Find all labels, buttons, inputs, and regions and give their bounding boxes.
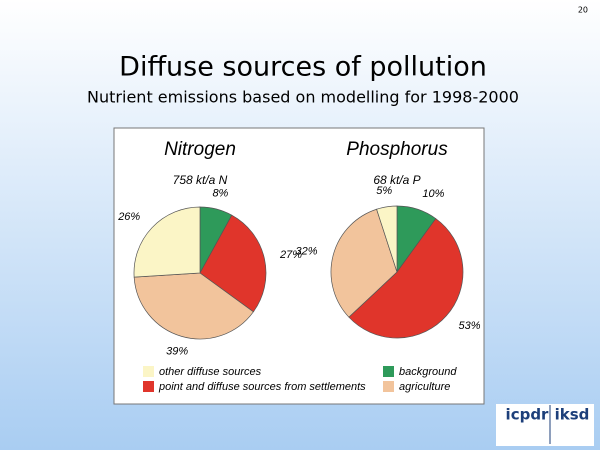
data-label: 53%: [459, 320, 481, 332]
legend-swatch: [143, 381, 154, 392]
logo-text: icpdr: [506, 406, 550, 424]
data-label: 26%: [117, 211, 140, 223]
pie-slice: [199, 214, 267, 313]
pie-slice: [376, 205, 398, 273]
data-label: 32%: [296, 246, 318, 258]
data-label: 27%: [279, 249, 302, 261]
legend-label: background: [399, 366, 457, 378]
data-label: 39%: [166, 346, 188, 358]
logo-box: [496, 404, 594, 446]
legend-swatch: [383, 381, 394, 392]
data-label: 10%: [422, 188, 444, 200]
chart-subtitle: 68 kt/a P: [373, 173, 420, 187]
slide-subtitle: Nutrient emissions based on modelling fo…: [87, 88, 519, 107]
data-label: 8%: [212, 187, 228, 199]
charts: Nitrogen 758 kt/a N8% 27% 39% 26% Phosphorus 6…: [117, 139, 481, 393]
legend-swatch: [383, 366, 394, 377]
pie-slice: [133, 272, 254, 340]
pie-slice: [348, 218, 464, 339]
legend-label: other diffuse sources: [159, 366, 262, 378]
chart-title: Phosphorus: [346, 139, 448, 160]
page-number: 20: [578, 6, 588, 15]
legend-label: point and diffuse sources from settlemen…: [158, 381, 366, 393]
logo-text: iksd: [555, 406, 590, 424]
data-label: 5%: [376, 185, 392, 197]
pie-slice: [133, 206, 201, 278]
pie-slice: [330, 208, 398, 318]
legend-swatch: [143, 366, 154, 377]
chart-title: Nitrogen: [164, 139, 236, 160]
chart-subtitle: 758 kt/a N: [173, 173, 228, 187]
slide-title: Diffuse sources of pollution: [119, 52, 487, 83]
legend-label: agriculture: [399, 381, 450, 393]
